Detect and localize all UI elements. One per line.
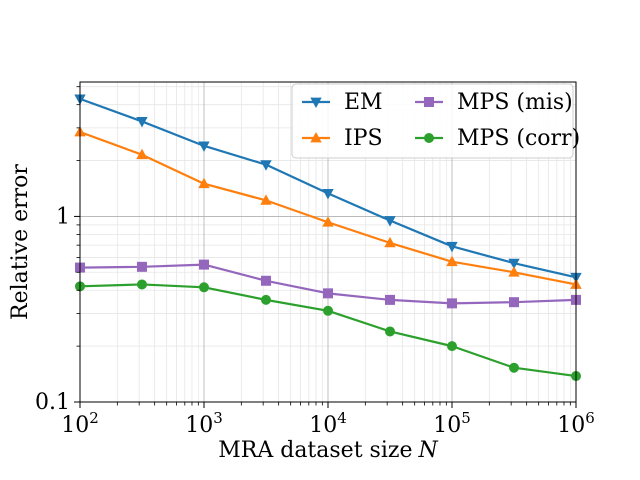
data-point-em [446, 241, 458, 253]
data-point-em [384, 216, 396, 227]
axis-ticks [74, 86, 577, 408]
data-point-ips [508, 266, 520, 277]
data-point-mps-corr [260, 294, 271, 305]
data-point-ips [260, 194, 272, 205]
series-layer [74, 94, 582, 382]
data-point-ips [384, 236, 396, 248]
x-tick-label: 102 [61, 409, 99, 438]
data-point-em [260, 160, 272, 171]
data-point-mps-mis [136, 261, 147, 272]
data-point-mps-corr [509, 362, 520, 373]
data-point-mps-mis [509, 297, 520, 308]
legend-label: MPS (corr) [457, 126, 580, 151]
data-point-mps-mis [446, 298, 457, 309]
legend-label: IPS [344, 126, 383, 151]
legend-box [291, 83, 574, 159]
x-tick-base: 10 [557, 413, 585, 438]
series-ips [74, 125, 582, 289]
x-tick-exponent: 3 [213, 409, 223, 427]
legend-label: MPS (mis) [457, 90, 573, 115]
x-axis-label: MRA dataset size N [218, 438, 438, 463]
x-tick-label: 106 [557, 409, 595, 438]
data-point-em [508, 258, 520, 270]
data-point-mps-mis [322, 288, 333, 299]
data-point-em [322, 189, 334, 200]
x-tick-exponent: 6 [585, 409, 595, 427]
y-tick-label: 0.1 [35, 390, 70, 415]
series-mps-corr [75, 279, 582, 382]
data-point-mps-mis [385, 294, 396, 305]
legend-item-ips: IPS [302, 126, 383, 151]
x-tick-exponent: 2 [89, 409, 99, 427]
series-mps-mis [75, 259, 582, 309]
data-point-mps-mis [198, 259, 209, 270]
data-point-em [198, 141, 210, 152]
legend-label: EM [344, 90, 383, 115]
data-point-mps-mis [260, 275, 271, 286]
legend-marker [423, 97, 434, 108]
data-point-mps-corr [446, 341, 457, 352]
legend-item-mps-corr: MPS (corr) [415, 126, 580, 151]
x-axis-label-text: MRA dataset size [218, 438, 412, 463]
data-point-mps-corr [136, 279, 147, 290]
legend-marker [423, 132, 434, 143]
data-point-mps-corr [322, 305, 333, 316]
y-tick-label: 1 [56, 204, 70, 229]
data-point-mps-corr [385, 326, 396, 337]
x-tick-label: 103 [185, 409, 223, 438]
x-axis-label-var: N [417, 438, 438, 463]
data-point-ips [322, 216, 334, 227]
data-point-em [136, 117, 148, 128]
legend-item-em: EM [302, 90, 383, 115]
x-tick-exponent: 4 [337, 409, 347, 427]
data-point-ips [198, 177, 210, 189]
y-axis-label: Relative error [8, 164, 33, 320]
x-tick-exponent: 5 [461, 409, 471, 427]
x-tick-label: 104 [309, 409, 347, 438]
x-tick-base: 10 [433, 413, 461, 438]
x-tick-base: 10 [61, 413, 89, 438]
legend-marker [310, 97, 322, 109]
x-tick-label: 105 [433, 409, 471, 438]
legend-item-mps-mis: MPS (mis) [415, 90, 573, 115]
legend-marker [310, 131, 322, 143]
x-tick-base: 10 [185, 413, 213, 438]
data-point-ips [136, 148, 148, 160]
data-point-ips [446, 255, 458, 267]
minor-grid [80, 82, 576, 402]
x-tick-base: 10 [309, 413, 337, 438]
data-point-mps-corr [198, 282, 209, 293]
legend: EM IPS MPS (mis) MPS (corr) [291, 83, 580, 159]
